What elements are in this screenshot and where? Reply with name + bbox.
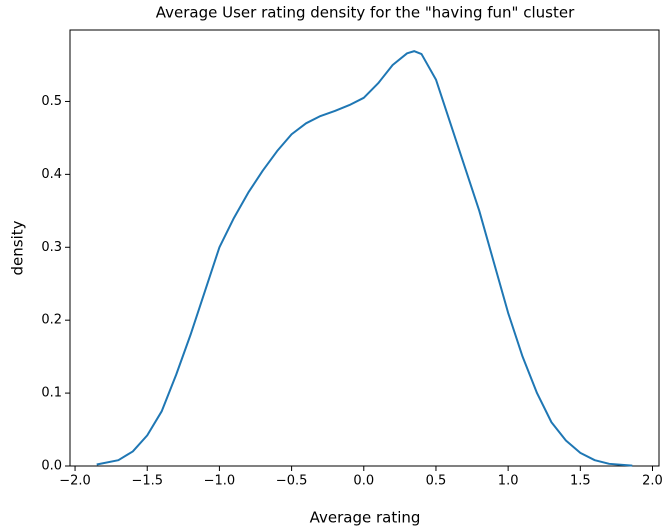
y-tick-label: 0.4 — [41, 167, 62, 182]
x-tick-label: 1.0 — [498, 474, 519, 489]
plot-frame — [69, 29, 660, 467]
x-axis-label: Average rating — [310, 509, 421, 527]
y-tick-label: 0.2 — [41, 313, 62, 328]
x-tick-label: 0.0 — [353, 474, 374, 489]
x-tick-label: −0.5 — [276, 474, 308, 489]
y-tick-label: 0.3 — [41, 240, 62, 255]
x-tick-label: −2.0 — [59, 474, 91, 489]
y-tick-label: 0.5 — [41, 94, 62, 109]
y-axis-label: density — [9, 220, 27, 275]
x-tick-label: −1.5 — [131, 474, 163, 489]
x-tick-label: 2.0 — [642, 474, 662, 489]
density-line — [96, 50, 633, 467]
chart-title: Average User rating density for the "hav… — [156, 4, 575, 22]
y-tick-label: 0.1 — [41, 386, 62, 401]
x-tick-label: −1.0 — [204, 474, 236, 489]
x-tick-label: 0.5 — [426, 474, 447, 489]
y-tick-label: 0.0 — [41, 459, 62, 474]
x-tick-label: 1.5 — [570, 474, 591, 489]
